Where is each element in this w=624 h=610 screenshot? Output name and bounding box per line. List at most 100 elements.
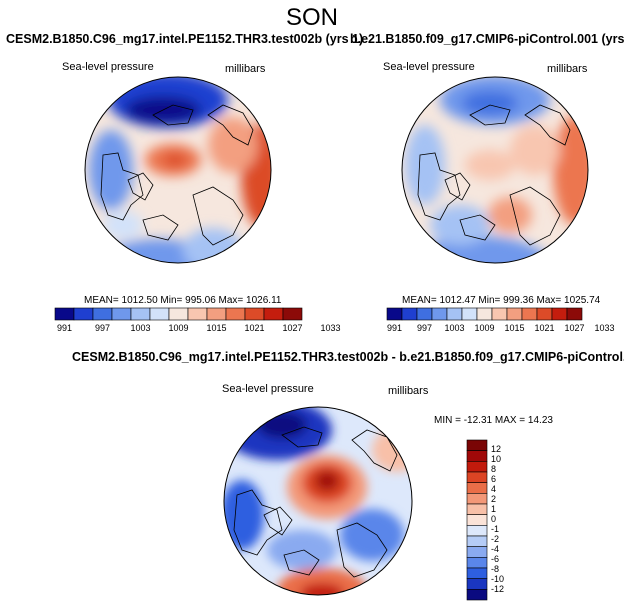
colorbar-swatch xyxy=(466,450,488,462)
colorbar-swatch xyxy=(187,307,208,321)
colorbar-swatch xyxy=(263,307,284,321)
colorbar-tick-label: 1015 xyxy=(206,323,227,333)
colorbar-swatch xyxy=(466,578,488,590)
colorbar-swatch xyxy=(244,307,265,321)
right-high-east xyxy=(510,125,560,175)
right-colorbar xyxy=(386,307,583,321)
colorbar-tick-label: 1033 xyxy=(594,323,615,333)
colorbar-swatch xyxy=(466,535,488,547)
colorbar-swatch xyxy=(92,307,113,321)
colorbar-tick-label: 4 xyxy=(491,484,497,494)
colorbar-swatch xyxy=(206,307,227,321)
colorbar-tick-label: -12 xyxy=(491,584,505,594)
colorbar-swatch xyxy=(401,307,418,321)
colorbar-swatch xyxy=(466,514,488,526)
left-map xyxy=(84,76,272,264)
colorbar-tick-label: 8 xyxy=(491,464,497,474)
colorbar-swatch xyxy=(431,307,448,321)
left-colorbar xyxy=(54,307,303,321)
left-field-label: Sea-level pressure xyxy=(62,61,154,73)
colorbar-swatch xyxy=(386,307,403,321)
colorbar-tick-label: 10 xyxy=(491,454,502,464)
left-pale-southwest xyxy=(103,211,143,239)
diff-map-border xyxy=(223,406,413,596)
colorbar-tick-label: -8 xyxy=(491,564,500,574)
diff-panel-title: CESM2.B1850.C96_mg17.intel.PE1152.THR3.t… xyxy=(72,350,624,364)
colorbar-swatch xyxy=(168,307,189,321)
right-stats: MEAN= 1012.47 Min= 999.36 Max= 1025.74 xyxy=(402,295,601,306)
colorbar-swatch xyxy=(521,307,538,321)
colorbar-swatch xyxy=(551,307,568,321)
colorbar-tick-label: -6 xyxy=(491,554,500,564)
right-low-west xyxy=(405,125,445,205)
colorbar-tick-label: 0 xyxy=(491,514,497,524)
colorbar-tick-label: -1 xyxy=(491,524,500,534)
colorbar-swatch xyxy=(466,567,488,579)
colorbar-tick-label: 1027 xyxy=(564,323,585,333)
colorbar-tick-label: 12 xyxy=(491,444,502,454)
diff-colorbar xyxy=(466,439,488,601)
left-units-label: millibars xyxy=(225,63,266,75)
right-high-south xyxy=(488,197,532,233)
colorbar-swatch xyxy=(506,307,523,321)
colorbar-tick-label: -4 xyxy=(491,544,500,554)
right-high-arctic xyxy=(465,150,515,180)
colorbar-swatch xyxy=(73,307,94,321)
left-low-west xyxy=(89,130,133,210)
colorbar-swatch xyxy=(416,307,433,321)
colorbar-swatch xyxy=(466,461,488,473)
right-field-label: Sea-level pressure xyxy=(383,61,475,73)
right-low-core xyxy=(462,91,518,115)
colorbar-swatch xyxy=(149,307,170,321)
right-coastlines xyxy=(417,104,571,246)
right-units-label: millibars xyxy=(547,63,588,75)
colorbar-tick-label: -10 xyxy=(491,574,505,584)
diff-high-arctic-core xyxy=(315,471,339,491)
colorbar-tick-label: 1003 xyxy=(444,323,465,333)
right-high-siberia xyxy=(553,115,588,225)
colorbar-swatch xyxy=(461,307,478,321)
colorbar-swatch xyxy=(466,546,488,558)
colorbar-swatch xyxy=(225,307,246,321)
colorbar-tick-label: -2 xyxy=(491,534,500,544)
colorbar-tick-label: 1021 xyxy=(244,323,265,333)
left-coastlines xyxy=(100,104,254,246)
colorbar-tick-label: 2 xyxy=(491,494,497,504)
left-map-border xyxy=(84,76,272,264)
colorbar-swatch xyxy=(466,471,488,483)
colorbar-tick-label: 1009 xyxy=(474,323,495,333)
diff-coastlines xyxy=(233,426,398,578)
colorbar-tick-label: 991 xyxy=(386,323,403,333)
right-map-border xyxy=(401,76,589,264)
colorbar-tick-label: 1033 xyxy=(320,323,341,333)
colorbar-tick-label: 1003 xyxy=(130,323,151,333)
colorbar-swatch xyxy=(282,307,303,321)
colorbar-tick-label: 997 xyxy=(416,323,433,333)
season-title: SON xyxy=(285,4,338,31)
colorbar-swatch xyxy=(466,439,488,451)
diff-low-south xyxy=(267,530,337,570)
colorbar-swatch xyxy=(130,307,151,321)
colorbar-tick-label: 1027 xyxy=(282,323,303,333)
colorbar-tick-label: 6 xyxy=(491,474,497,484)
colorbar-tick-label: 1009 xyxy=(168,323,189,333)
left-stats: MEAN= 1012.50 Min= 995.06 Max= 1026.11 xyxy=(84,295,282,306)
left-low-southeast xyxy=(183,228,243,263)
colorbar-swatch xyxy=(446,307,463,321)
colorbar-tick-label: 991 xyxy=(56,323,73,333)
right-map xyxy=(401,76,589,264)
colorbar-swatch xyxy=(566,307,583,321)
diff-low-east xyxy=(340,509,404,561)
right-low-southwest xyxy=(430,205,490,245)
diff-low-west xyxy=(224,480,264,550)
colorbar-swatch xyxy=(466,493,488,505)
colorbar-tick-label: 1021 xyxy=(534,323,555,333)
diff-map xyxy=(223,406,413,596)
colorbar-swatch xyxy=(466,525,488,537)
colorbar-swatch xyxy=(491,307,508,321)
left-high-east xyxy=(208,117,258,173)
diff-field-label: Sea-level pressure xyxy=(222,383,314,395)
colorbar-tick-label: 1015 xyxy=(504,323,525,333)
colorbar-swatch xyxy=(476,307,493,321)
colorbar-swatch xyxy=(536,307,553,321)
